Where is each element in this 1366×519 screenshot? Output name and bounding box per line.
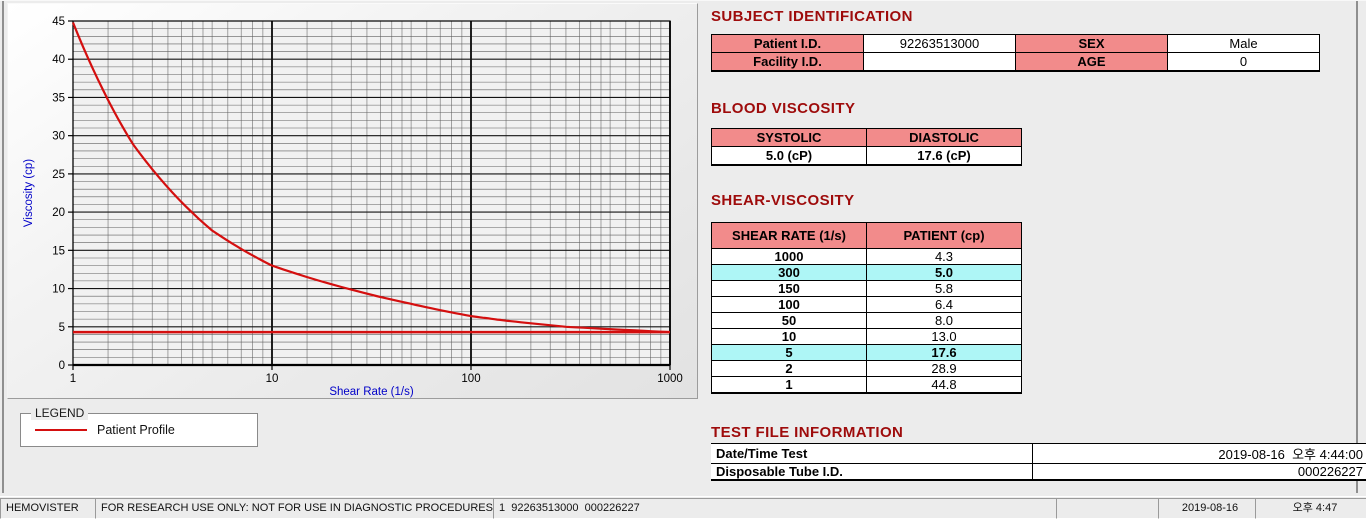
- svg-text:1000: 1000: [657, 373, 683, 385]
- subject-identification-title: SUBJECT IDENTIFICATION: [711, 8, 913, 25]
- subject-label-cell: Patient I.D.: [712, 35, 864, 53]
- svg-text:5: 5: [59, 322, 65, 334]
- blood-value-cell: 17.6 (cP): [867, 147, 1022, 166]
- shear-rate-cell: 1: [712, 377, 867, 394]
- shear-rate-cell: 150: [712, 281, 867, 297]
- shear-rate-cell: 2: [712, 361, 867, 377]
- shear-rate-cell: 100: [712, 297, 867, 313]
- test-info-row: Disposable Tube I.D.000226227: [711, 464, 1366, 481]
- patient-viscosity-cell: 44.8: [867, 377, 1022, 394]
- subject-value-cell: Male: [1168, 35, 1320, 53]
- test-info-label: Disposable Tube I.D.: [711, 464, 1033, 481]
- svg-text:10: 10: [52, 284, 65, 296]
- svg-text:45: 45: [52, 16, 65, 28]
- blood-header-cell: SYSTOLIC: [712, 129, 867, 147]
- svg-text:Shear Rate (1/s): Shear Rate (1/s): [329, 386, 414, 398]
- svg-text:25: 25: [52, 169, 65, 181]
- subject-label-cell: SEX: [1016, 35, 1168, 53]
- shear-rate-cell: 5: [712, 345, 867, 361]
- statusbar-test-ids: 1 92263513000 000226227: [493, 498, 1063, 519]
- shear-viscosity-title: SHEAR-VISCOSITY: [711, 192, 855, 209]
- patient-viscosity-cell: 8.0: [867, 313, 1022, 329]
- window-left-border: [2, 1, 4, 493]
- subject-label-cell: Facility I.D.: [712, 53, 864, 72]
- test-info-value: 000226227: [1033, 464, 1366, 481]
- subject-label-cell: AGE: [1016, 53, 1168, 72]
- patient-viscosity-cell: 5.0: [867, 265, 1022, 281]
- subject-value-cell: 0: [1168, 53, 1320, 72]
- statusbar-app-name: HEMOVISTER: [0, 498, 102, 519]
- blood-value-row: 5.0 (cP)17.6 (cP): [712, 147, 1022, 166]
- window-right-border: [1356, 1, 1358, 493]
- subject-value-cell: 92263513000: [864, 35, 1016, 53]
- shear-header-cell: PATIENT (cp): [867, 223, 1022, 249]
- blood-header-cell: DIASTOLIC: [867, 129, 1022, 147]
- statusbar-time: 오후 4:47: [1255, 498, 1366, 519]
- svg-text:30: 30: [52, 131, 65, 143]
- patient-viscosity-cell: 5.8: [867, 281, 1022, 297]
- svg-text:0: 0: [59, 360, 65, 372]
- subject-value-cell: [864, 53, 1016, 72]
- svg-text:10: 10: [266, 373, 279, 385]
- shear-header-row: SHEAR RATE (1/s)PATIENT (cp): [712, 223, 1022, 249]
- shear-rate-cell: 50: [712, 313, 867, 329]
- test-file-information-title: TEST FILE INFORMATION: [711, 424, 903, 441]
- svg-text:Viscosity (cp): Viscosity (cp): [23, 159, 35, 227]
- shear-rate-cell: 300: [712, 265, 867, 281]
- shear-rate-cell: 1000: [712, 249, 867, 265]
- svg-text:100: 100: [461, 373, 480, 385]
- patient-viscosity-cell: 17.6: [867, 345, 1022, 361]
- patient-viscosity-cell: 6.4: [867, 297, 1022, 313]
- test-info-label: Date/Time Test: [711, 444, 1033, 464]
- svg-text:35: 35: [52, 92, 65, 104]
- patient-viscosity-cell: 13.0: [867, 329, 1022, 345]
- patient-viscosity-cell: 4.3: [867, 249, 1022, 265]
- svg-text:15: 15: [52, 245, 65, 257]
- svg-text:40: 40: [52, 54, 65, 66]
- svg-text:20: 20: [52, 207, 65, 219]
- legend-caption: LEGEND: [31, 406, 88, 420]
- patient-profile-line-swatch: [35, 429, 87, 431]
- shear-viscosity-chart-panel: 0 5 10 15 20 25 30 35 40 45 1 10 100 1000 Shear Rate (…: [7, 3, 698, 399]
- statusbar-date: 2019-08-16: [1158, 498, 1262, 519]
- legend-groupbox: LEGEND Patient Profile: [20, 413, 258, 447]
- shear-rate-cell: 10: [712, 329, 867, 345]
- statusbar-usage-notice: FOR RESEARCH USE ONLY: NOT FOR USE IN DI…: [95, 498, 500, 519]
- shear-viscosity-chart: 0 5 10 15 20 25 30 35 40 45 1 10 100 1000 Shear Rate (…: [8, 4, 697, 398]
- legend-entry-label: Patient Profile: [97, 423, 175, 437]
- patient-viscosity-cell: 28.9: [867, 361, 1022, 377]
- blood-viscosity-title: BLOOD VISCOSITY: [711, 100, 855, 117]
- statusbar-empty-panel: [1056, 498, 1165, 519]
- test-info-value: 2019-08-16 오후 4:44:00: [1033, 444, 1366, 464]
- blood-value-cell: 5.0 (cP): [712, 147, 867, 166]
- svg-text:1: 1: [70, 373, 76, 385]
- shear-header-cell: SHEAR RATE (1/s): [712, 223, 867, 249]
